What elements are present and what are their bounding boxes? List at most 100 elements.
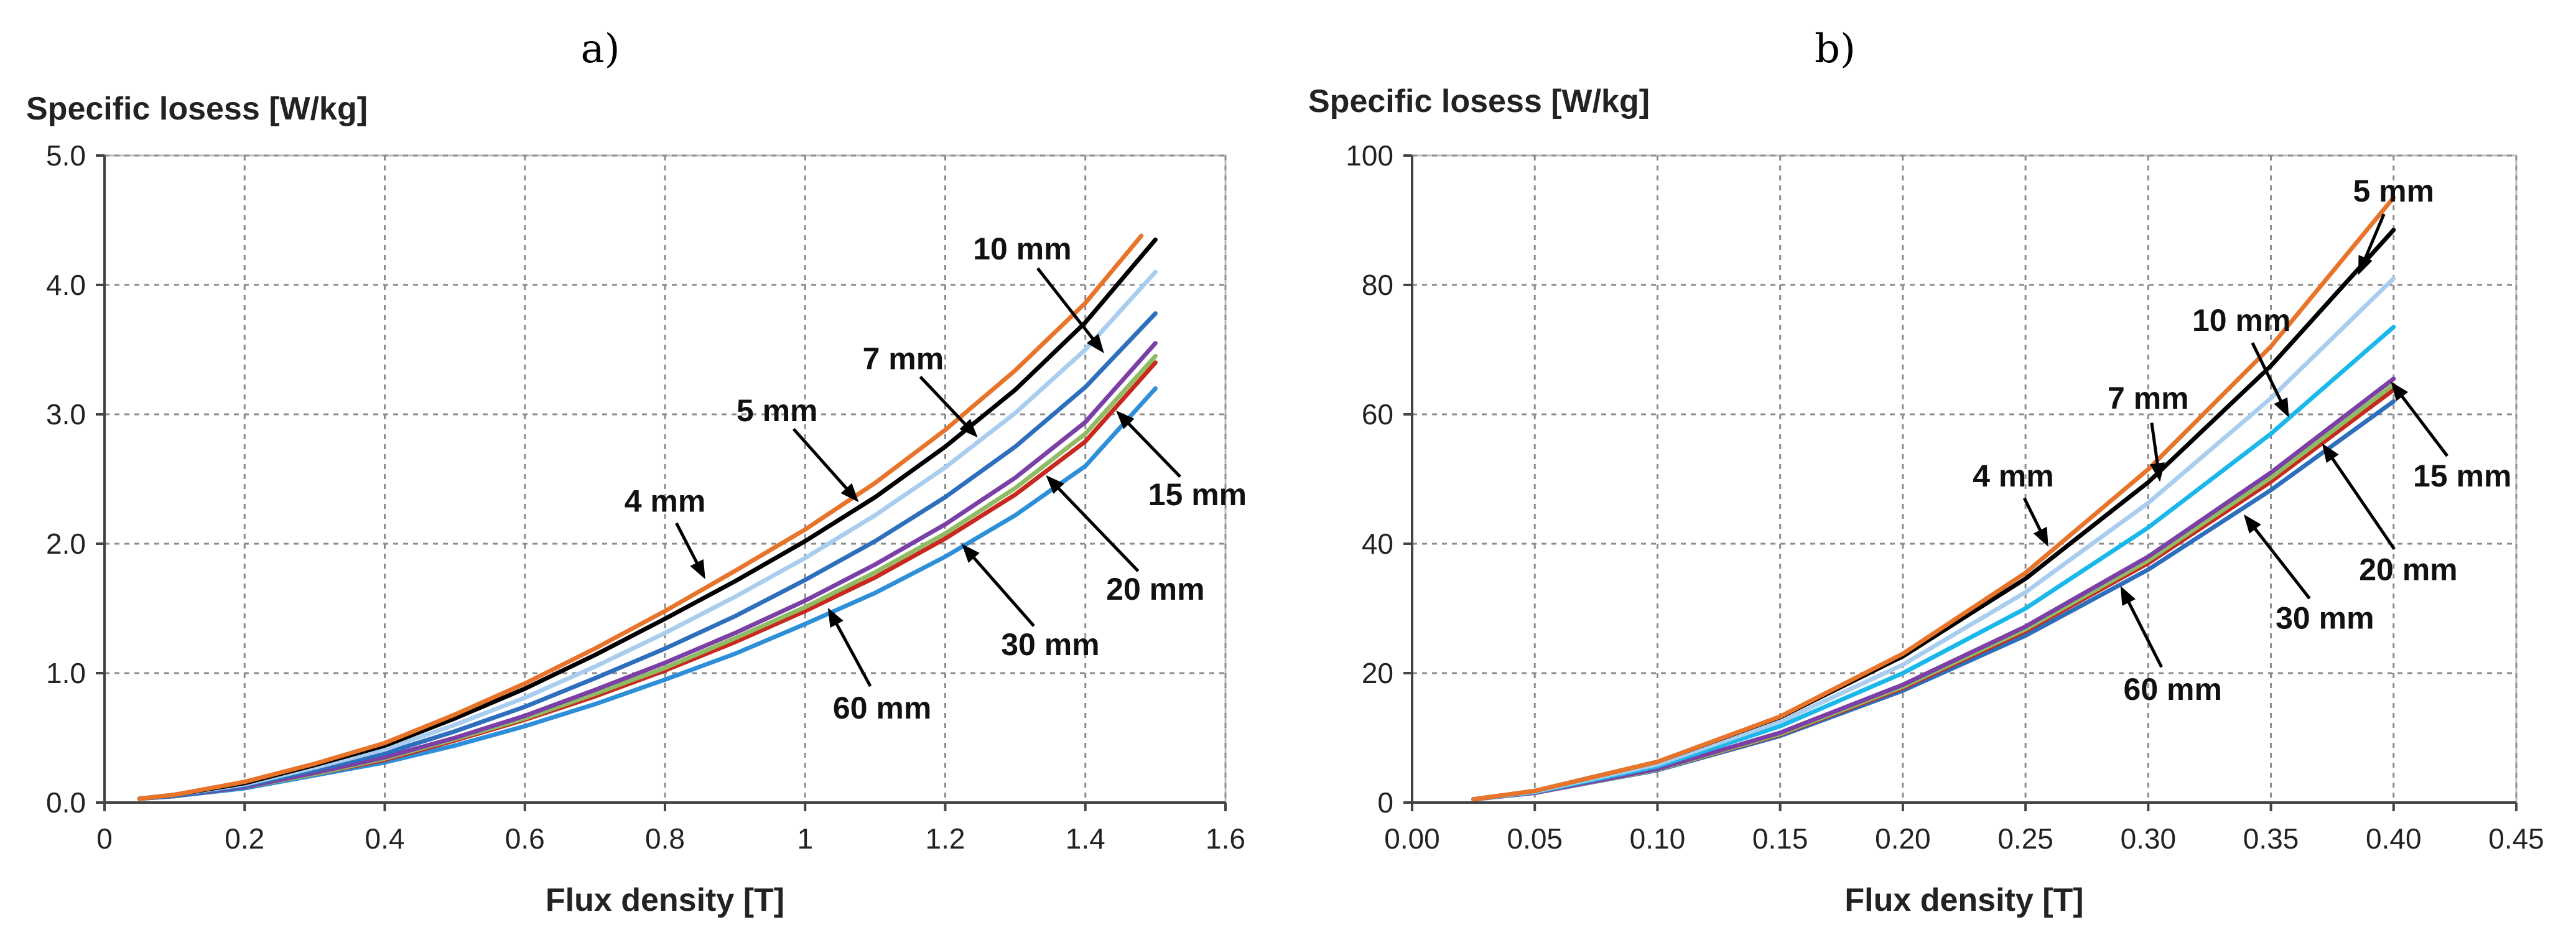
annotation-arrow bbox=[833, 619, 872, 687]
x-tick-label: 0.15 bbox=[1752, 822, 1808, 855]
y-tick-label: 60 bbox=[1362, 398, 1393, 431]
annotation-arrowhead bbox=[962, 544, 980, 563]
series-line-15-mm bbox=[1471, 376, 2396, 802]
annotation-arrowhead bbox=[2150, 462, 2165, 482]
annotation-arrow bbox=[2125, 597, 2163, 668]
annotation-label: 20 mm bbox=[2359, 552, 2457, 587]
y-tick-label: 1.0 bbox=[46, 657, 86, 689]
series-line-7-mm bbox=[137, 269, 1158, 801]
series-group bbox=[137, 233, 1158, 801]
y-axis-title: Specific losess [W/kg] bbox=[26, 91, 368, 127]
annotation-arrow bbox=[2251, 524, 2311, 600]
x-tick-label: 1 bbox=[797, 822, 813, 855]
annotation-label: 15 mm bbox=[1148, 477, 1247, 512]
annotation-label: 60 mm bbox=[2124, 672, 2222, 707]
y-tick-label: 5.0 bbox=[46, 139, 86, 172]
y-tick-label: 2.0 bbox=[46, 528, 86, 560]
annotation-arrow bbox=[969, 553, 1035, 627]
series-line-4-mm bbox=[137, 233, 1144, 801]
chart-panel-b: b) Specific losess [W/kg] 0 20 40 60 80 100 0.00… bbox=[1308, 26, 2544, 918]
x-tick-label: 0.8 bbox=[645, 822, 685, 855]
x-axis-title: Flux density [T] bbox=[546, 882, 784, 918]
annotation-arrowhead bbox=[2358, 254, 2373, 276]
y-tick-label: 20 bbox=[1362, 657, 1393, 689]
annotation-label: 4 mm bbox=[625, 483, 706, 518]
y-tick-label: 4.0 bbox=[46, 269, 86, 301]
x-tick-label: 0.40 bbox=[2366, 822, 2422, 855]
series-line-30-mm bbox=[1471, 388, 2396, 802]
annotation-arrowhead bbox=[2243, 514, 2261, 534]
chart-panel-a: a) Specific losess [W/kg] 0.0 1.0 2.0 3.0 4.0 5… bbox=[26, 26, 1247, 918]
annotation-label: 30 mm bbox=[2276, 601, 2374, 636]
annotation-label: 60 mm bbox=[833, 691, 931, 725]
x-tick-label: 0.25 bbox=[1997, 822, 2053, 855]
annotation-arrow bbox=[2328, 454, 2396, 550]
annotation-arrowhead bbox=[2391, 381, 2409, 401]
annotation-label: 10 mm bbox=[2192, 303, 2290, 338]
annotation-arrowhead bbox=[959, 419, 978, 438]
panel-label: a) bbox=[580, 26, 620, 72]
annotation-arrow bbox=[1054, 484, 1140, 572]
annotation-label: 20 mm bbox=[1106, 572, 1204, 607]
annotation-arrow bbox=[2150, 422, 2160, 469]
y-tick-label: 80 bbox=[1362, 269, 1393, 301]
x-tick-label: 0.10 bbox=[1630, 822, 1686, 855]
y-tick-label: 3.0 bbox=[46, 398, 86, 431]
annotation-arrowhead bbox=[1046, 475, 1064, 494]
x-tick-label: 0.35 bbox=[2243, 822, 2299, 855]
x-tick-label: 0.20 bbox=[1875, 822, 1931, 855]
x-axis-title: Flux density [T] bbox=[1844, 882, 2083, 918]
y-tick-label: 100 bbox=[1346, 139, 1393, 172]
annotation-arrowhead bbox=[2120, 585, 2136, 606]
series-line-15-mm bbox=[137, 341, 1158, 801]
annotation-arrow bbox=[2397, 391, 2449, 457]
annotation-label: 10 mm bbox=[973, 231, 1071, 266]
series-line-5-mm bbox=[1471, 195, 2396, 802]
y-tick-label: 0.0 bbox=[46, 786, 86, 819]
x-tick-label: 1.4 bbox=[1066, 822, 1105, 855]
annotation-label: 15 mm bbox=[2413, 459, 2511, 493]
annotation-arrowhead bbox=[840, 483, 859, 503]
annotation-arrowhead bbox=[2322, 443, 2339, 463]
annotation-arrowhead bbox=[1086, 333, 1104, 353]
annotation-arrow bbox=[792, 427, 851, 493]
annotation-label: 4 mm bbox=[1973, 459, 2054, 493]
annotation-label: 5 mm bbox=[2353, 174, 2434, 208]
annotation-arrowhead bbox=[827, 608, 844, 628]
annotation-arrow bbox=[2022, 497, 2044, 536]
x-tick-label: 0.4 bbox=[365, 822, 405, 855]
annotation-arrow bbox=[675, 522, 700, 568]
series-line-10-mm bbox=[1471, 325, 2396, 802]
annotation-arrow bbox=[1036, 267, 1097, 343]
series-line-60-mm bbox=[137, 386, 1158, 801]
annotation-arrowhead bbox=[2033, 526, 2048, 547]
x-tick-label: 0 bbox=[96, 822, 113, 855]
annotation-arrowhead bbox=[690, 559, 705, 580]
series-line-5-mm bbox=[137, 237, 1158, 801]
x-tick-label: 0.6 bbox=[505, 822, 545, 855]
annotation-label: 7 mm bbox=[863, 342, 944, 376]
x-tick-label: 1.6 bbox=[1206, 822, 1245, 855]
annotation-label: 30 mm bbox=[1001, 627, 1099, 662]
series-line-60-mm bbox=[1471, 399, 2396, 802]
x-tick-label: 0.00 bbox=[1384, 822, 1440, 855]
annotation-label: 7 mm bbox=[2108, 381, 2189, 416]
x-tick-label: 1.2 bbox=[926, 822, 965, 855]
annotation-arrow bbox=[2251, 342, 2285, 406]
x-tick-label: 0.45 bbox=[2488, 822, 2544, 855]
annotation-arrow bbox=[2362, 213, 2386, 263]
y-tick-label: 40 bbox=[1362, 528, 1393, 560]
annotation-label: 5 mm bbox=[737, 393, 818, 428]
x-tick-label: 0.30 bbox=[2121, 822, 2177, 855]
annotation-arrow bbox=[919, 375, 970, 429]
annotation-arrow bbox=[1124, 419, 1181, 478]
x-tick-label: 0.05 bbox=[1507, 822, 1563, 855]
series-group bbox=[1471, 195, 2396, 802]
series-line-30-mm bbox=[137, 360, 1158, 801]
annotation-arrowhead bbox=[2274, 397, 2289, 417]
annotation-group: 5 mm 10 mm 7 mm 4 mm 15 mm 20 mm 30 mm 60 mm bbox=[1973, 174, 2511, 707]
x-tick-label: 0.2 bbox=[225, 822, 264, 855]
series-line-10-mm bbox=[137, 311, 1158, 801]
